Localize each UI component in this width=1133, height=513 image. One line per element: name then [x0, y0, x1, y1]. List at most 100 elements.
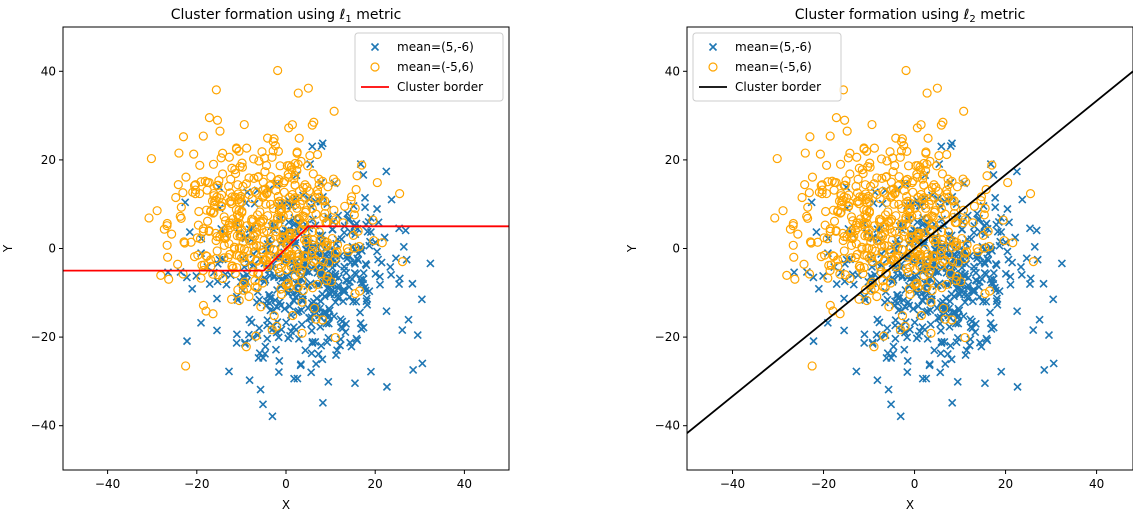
data-point [261, 160, 272, 171]
data-point [866, 181, 876, 191]
data-point [894, 234, 904, 245]
data-point [879, 240, 890, 251]
data-point [324, 258, 334, 268]
data-point [250, 282, 260, 292]
data-point [1012, 167, 1021, 176]
data-point [319, 212, 329, 223]
data-point [212, 294, 222, 303]
data-point [852, 367, 861, 376]
data-point [927, 183, 937, 193]
data-point [922, 374, 931, 383]
data-point [952, 238, 962, 248]
data-point [1011, 233, 1020, 242]
data-point [346, 195, 356, 206]
data-point [804, 269, 815, 279]
data-point [216, 202, 226, 212]
data-point [173, 179, 183, 190]
data-point [223, 253, 233, 263]
data-point [398, 326, 407, 335]
data-point [386, 262, 395, 272]
data-point [255, 207, 265, 217]
data-point [178, 188, 188, 198]
data-point [835, 159, 846, 169]
data-point [992, 294, 1002, 303]
data-point [964, 281, 973, 290]
data-point [275, 161, 285, 171]
data-point [301, 346, 310, 355]
data-point [334, 281, 343, 290]
data-point [375, 272, 384, 281]
data-point [213, 277, 222, 286]
data-point [934, 150, 944, 161]
data-point [845, 273, 855, 284]
data-point [311, 314, 321, 324]
data-point [923, 133, 933, 143]
data-point [839, 246, 849, 256]
data-point [315, 261, 325, 271]
data-point [829, 185, 839, 195]
data-point [307, 326, 316, 335]
data-point [258, 247, 268, 258]
legend-marker-circle [708, 62, 718, 72]
data-point [374, 218, 383, 227]
data-point [279, 187, 289, 197]
data-point [269, 311, 279, 321]
data-point [262, 301, 271, 310]
data-point [258, 400, 268, 409]
data-point [305, 150, 315, 161]
y-tick-label: 0 [48, 242, 56, 256]
data-point [332, 247, 342, 257]
data-point [365, 241, 374, 250]
data-point [854, 294, 864, 304]
data-point [886, 278, 896, 288]
data-point [1006, 280, 1015, 289]
data-point [348, 230, 358, 240]
data-point [189, 149, 199, 159]
data-point [237, 225, 247, 235]
data-point [395, 274, 404, 283]
data-point [167, 229, 177, 239]
data-point [790, 268, 799, 277]
data-point [1033, 255, 1042, 264]
data-point [974, 215, 983, 225]
data-point [212, 180, 222, 191]
data-point [345, 292, 354, 302]
data-point [330, 248, 340, 258]
data-point [864, 232, 874, 242]
data-point [231, 205, 242, 215]
data-point [417, 295, 426, 304]
data-point [372, 247, 382, 256]
data-point [413, 330, 422, 340]
data-point [982, 270, 991, 279]
data-point [875, 224, 885, 234]
data-point [314, 349, 323, 359]
data-point [812, 228, 821, 237]
data-point [950, 217, 960, 228]
data-point [925, 156, 935, 166]
data-point [318, 355, 327, 364]
data-point [328, 285, 337, 295]
data-point [288, 194, 298, 204]
data-point [937, 169, 947, 179]
data-point [931, 182, 941, 192]
data-point [807, 172, 818, 182]
data-point [809, 273, 818, 282]
data-point [883, 349, 892, 358]
data-point [846, 212, 857, 222]
data-point [859, 262, 869, 273]
data-point [807, 198, 816, 207]
data-point [260, 167, 270, 177]
data-point [201, 205, 212, 215]
data-point [309, 302, 318, 311]
data-point [354, 256, 363, 265]
data-point [345, 277, 354, 286]
data-point [926, 297, 936, 307]
data-point [215, 232, 225, 242]
data-point [190, 189, 200, 199]
data-point [247, 214, 257, 224]
data-point [842, 193, 852, 203]
x-tick-label: −20 [184, 477, 209, 491]
data-point [907, 177, 917, 188]
data-point [216, 190, 227, 200]
data-point [923, 334, 932, 343]
